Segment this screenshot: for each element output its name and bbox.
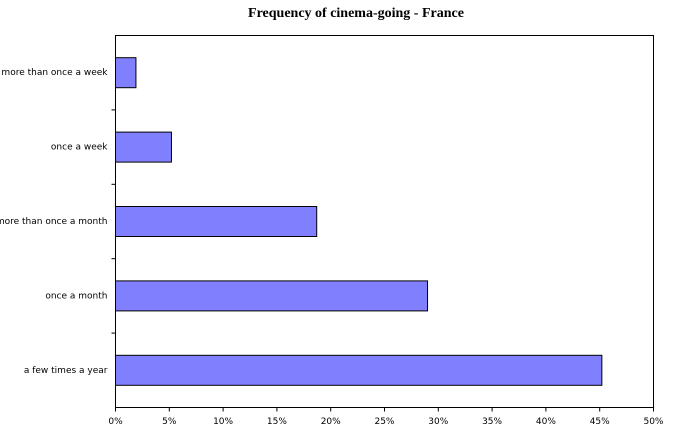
chart-title: Frequency of cinema-going - France: [248, 6, 464, 21]
bar: [115, 354, 603, 386]
bar: [115, 206, 318, 237]
bar: [115, 57, 137, 89]
bar: [115, 280, 429, 312]
x-tick-label: 35%: [482, 417, 502, 427]
x-tick-label: 20%: [321, 417, 341, 427]
x-tick-label: 40%: [536, 417, 556, 427]
x-tick-label: 15%: [267, 417, 287, 427]
y-tick-label: once a week: [51, 143, 108, 153]
x-tick-label: 50%: [643, 417, 663, 427]
x-tick-label: 0%: [108, 417, 123, 427]
bar: [115, 131, 172, 163]
y-tick-label: more than once a month: [0, 217, 108, 227]
x-tick-label: 10%: [213, 417, 233, 427]
x-tick-label: 45%: [590, 417, 610, 427]
x-tick-label: 5%: [162, 417, 177, 427]
x-tick-label: 25%: [374, 417, 394, 427]
y-tick-label: a few times a year: [24, 366, 108, 376]
y-tick-label: more than once a week: [1, 68, 108, 78]
x-tick-label: 30%: [428, 417, 448, 427]
y-tick-label: once a month: [45, 291, 107, 301]
